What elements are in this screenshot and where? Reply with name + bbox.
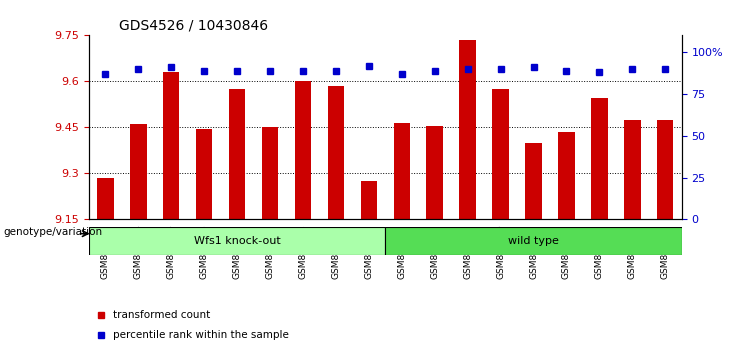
Bar	[328, 86, 344, 219]
Text: wild type: wild type	[508, 236, 559, 246]
Bar	[492, 89, 509, 219]
Bar	[97, 178, 113, 219]
Bar	[591, 98, 608, 219]
Bar	[130, 124, 147, 219]
Text: genotype/variation: genotype/variation	[4, 227, 103, 237]
Text: GDS4526 / 10430846: GDS4526 / 10430846	[119, 19, 268, 33]
Text: transformed count: transformed count	[113, 310, 210, 320]
FancyBboxPatch shape	[89, 227, 385, 255]
Bar	[393, 123, 410, 219]
Bar	[361, 181, 377, 219]
Bar	[295, 81, 311, 219]
FancyBboxPatch shape	[385, 227, 682, 255]
Bar	[196, 129, 213, 219]
Bar	[657, 120, 674, 219]
Bar	[459, 40, 476, 219]
Bar	[525, 143, 542, 219]
Text: percentile rank within the sample: percentile rank within the sample	[113, 330, 288, 339]
Bar	[427, 126, 443, 219]
Text: Wfs1 knock-out: Wfs1 knock-out	[193, 236, 281, 246]
Bar	[262, 127, 279, 219]
Bar	[229, 89, 245, 219]
Bar	[163, 72, 179, 219]
Bar	[558, 132, 575, 219]
Bar	[624, 120, 640, 219]
